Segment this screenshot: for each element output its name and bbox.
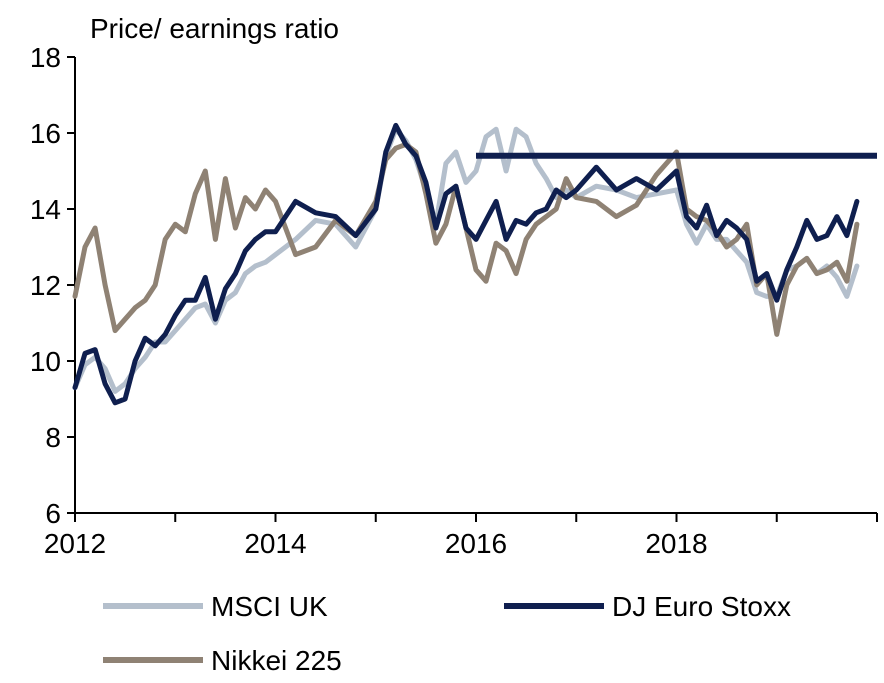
series-layer [72, 122, 877, 406]
y-tick-label: 10 [30, 346, 61, 377]
series-line-dj-euro-stoxx [72, 122, 860, 406]
y-tick-label: 8 [45, 422, 61, 453]
y-tick-label: 16 [30, 118, 61, 149]
x-tick-label: 2016 [445, 528, 507, 559]
legend: MSCI UK DJ Euro Stoxx Nikkei 225 [103, 591, 791, 676]
y-axis-title: Price/ earnings ratio [90, 13, 339, 44]
series-line-nikkei-225 [72, 141, 860, 337]
x-tick-label: 2018 [645, 528, 707, 559]
y-tick-label: 6 [45, 498, 61, 529]
y-tick-label: 18 [30, 42, 61, 73]
y-tick-label: 12 [30, 270, 61, 301]
legend-label-nikkei-225: Nikkei 225 [211, 645, 342, 676]
legend-label-msci-uk: MSCI UK [211, 591, 328, 622]
series-line-msci-uk [72, 126, 860, 394]
axes: 6 8 10 12 14 16 18 2012 2014 2016 2018 [30, 42, 878, 559]
legend-label-dj-euro-stoxx: DJ Euro Stoxx [612, 591, 791, 622]
x-tick-label: 2012 [44, 528, 106, 559]
x-tick-label: 2014 [244, 528, 306, 559]
y-tick-label: 14 [30, 194, 61, 225]
